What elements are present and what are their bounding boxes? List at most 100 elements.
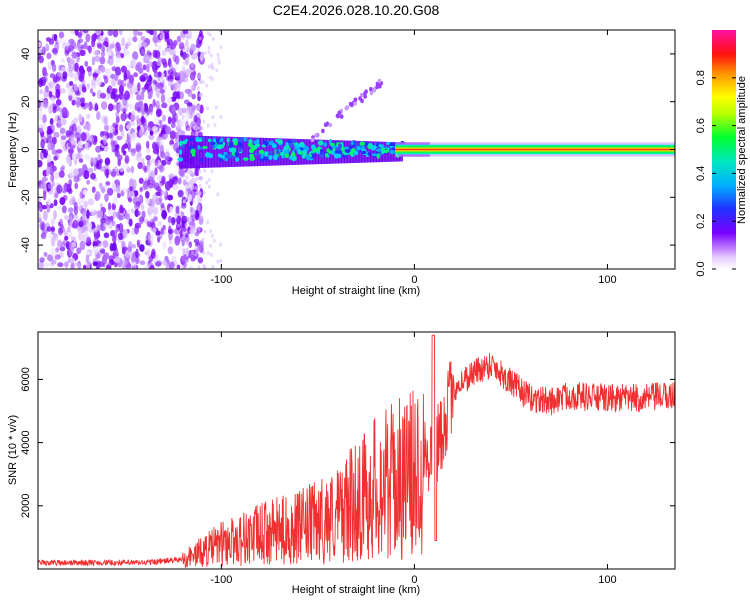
noise-speck [104, 157, 111, 166]
noise-speck [121, 246, 126, 255]
noise-speck [95, 30, 102, 35]
signal-blob [301, 154, 306, 159]
noise-speck [175, 72, 181, 79]
noise-speck [156, 59, 161, 67]
signal-band-cell [271, 138, 276, 166]
noise-speck [74, 30, 79, 36]
noise-speck [187, 181, 191, 186]
noise-speck [56, 148, 63, 154]
noise-speck [157, 71, 162, 78]
signal-blob [248, 138, 253, 144]
signal-blob [195, 136, 200, 143]
noise-speck [57, 205, 63, 211]
signal-band-cell [375, 141, 380, 163]
noise-speck [77, 232, 84, 241]
noise-speck [107, 209, 114, 217]
noise-speck [68, 45, 74, 52]
noise-speck [181, 35, 185, 40]
noise-speck [83, 102, 90, 108]
signal-band-cell [207, 136, 212, 168]
noise-speck [116, 135, 123, 141]
noise-speck [70, 30, 76, 35]
noise-speck [107, 30, 114, 36]
noise-speck [179, 118, 185, 127]
noise-speck [59, 197, 66, 206]
noise-speck [202, 250, 206, 255]
noise-speck [147, 123, 152, 132]
noise-speck [190, 47, 194, 52]
noise-speck [182, 227, 188, 233]
noise-speck [145, 140, 150, 149]
noise-speck [138, 177, 144, 184]
noise-speck [125, 251, 131, 258]
noise-speck [113, 261, 118, 268]
noise-speck [174, 55, 180, 65]
noise-speck [185, 232, 189, 238]
snr-ytick-label: 4000 [20, 430, 32, 454]
snr-xlabel: Height of straight line (km) [292, 584, 420, 596]
noise-speck [198, 93, 202, 98]
noise-speck [152, 30, 157, 37]
noise-speck [191, 93, 196, 100]
noise-speck [103, 115, 108, 125]
noise-speck [96, 159, 102, 170]
noise-speck [120, 112, 127, 122]
noise-speck [104, 193, 109, 202]
noise-speck [86, 65, 92, 72]
signal-blob [331, 149, 335, 156]
noise-speck [144, 196, 151, 205]
noise-speck [171, 255, 177, 262]
noise-speck [110, 142, 115, 153]
noise-speck [122, 187, 128, 193]
signal-blob [317, 146, 321, 153]
signal-blob [255, 143, 261, 148]
noise-speck [207, 184, 211, 189]
signal-blob [201, 136, 206, 141]
noise-speck [42, 103, 49, 109]
noise-speck [91, 56, 96, 66]
signal-band-cell [372, 141, 377, 163]
noise-speck [103, 254, 109, 261]
noise-speck [70, 261, 75, 269]
signal-blob [208, 153, 214, 159]
noise-speck [194, 117, 201, 127]
noise-speck [172, 54, 177, 63]
noise-speck [138, 100, 144, 109]
noise-speck [77, 124, 82, 134]
noise-speck [103, 40, 108, 46]
noise-speck [155, 261, 162, 267]
noise-speck [166, 97, 173, 104]
noise-speck [187, 88, 193, 98]
noise-speck [142, 180, 149, 191]
noise-speck [83, 170, 90, 180]
noise-speck [216, 259, 220, 264]
signal-blob [359, 141, 366, 146]
noise-speck [115, 54, 122, 64]
noise-speck [109, 124, 114, 134]
noise-speck [181, 114, 185, 119]
noise-speck [91, 135, 98, 146]
streak-speck [369, 90, 374, 96]
noise-speck [197, 227, 201, 232]
signal-blob [223, 151, 228, 155]
noise-speck [53, 199, 58, 207]
noise-speck [100, 219, 104, 229]
noise-speck [126, 124, 132, 130]
streak-speck [345, 105, 350, 110]
noise-speck [140, 36, 146, 41]
noise-speck [105, 219, 111, 226]
noise-speck [41, 176, 48, 182]
noise-speck [146, 231, 151, 242]
noise-speck [66, 227, 71, 233]
signal-band-cell [184, 135, 189, 169]
noise-speck [155, 108, 162, 118]
noise-speck [65, 155, 71, 164]
noise-speck [193, 80, 198, 87]
noise-speck [39, 257, 45, 263]
colorbar: 0.0 0.2 0.4 0.6 0.8 Normalized spectral ampl… [695, 30, 748, 277]
noise-speck [136, 94, 142, 101]
streak-speck [359, 92, 364, 98]
noise-speck [175, 222, 181, 231]
noise-speck [78, 220, 84, 228]
noise-speck [42, 210, 48, 221]
